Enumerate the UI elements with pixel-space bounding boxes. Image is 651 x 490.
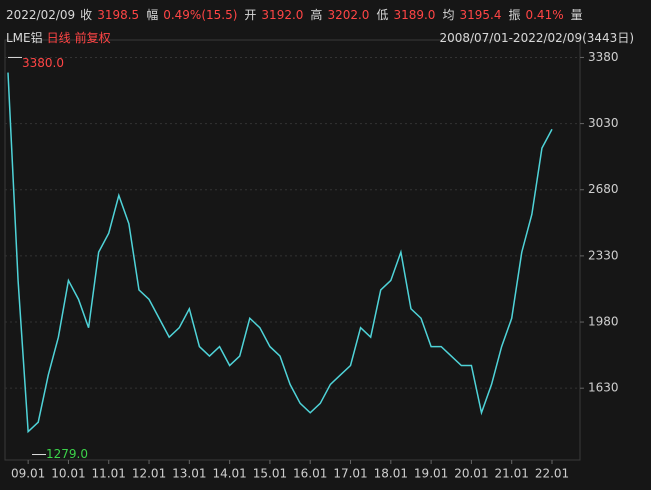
quote-header: 2022/02/09 收 3198.5 幅 0.49%(15.5) 开 3192.0 高 320…	[6, 6, 646, 24]
x-tick-label: 15.01	[253, 467, 287, 481]
x-tick-label: 14.01	[212, 467, 246, 481]
y-tick-label: 2330	[588, 248, 619, 262]
x-tick-label: 13.01	[172, 467, 206, 481]
y-tick-label: 2680	[588, 182, 619, 196]
plot-frame	[4, 39, 581, 461]
field-value: 3195.4	[459, 8, 502, 22]
y-tick-label: 1630	[588, 381, 619, 395]
annotation-label: 3380.0	[22, 56, 64, 70]
y-tick-label: 3030	[588, 116, 619, 130]
x-tick-label: 10.01	[51, 467, 85, 481]
y-tick-label: 1980	[588, 315, 619, 329]
field-value: 0.41%	[525, 8, 564, 22]
x-tick-label: 18.01	[374, 467, 408, 481]
field-label: 振	[508, 8, 521, 22]
x-tick-label: 19.01	[414, 467, 448, 481]
field-label: 幅	[146, 8, 159, 22]
x-tick-label: 22.01	[535, 467, 569, 481]
field-label: 收	[80, 8, 93, 22]
period: 日线	[46, 31, 71, 45]
x-tick-label: 16.01	[293, 467, 327, 481]
adjust: 前复权	[74, 31, 111, 45]
x-tick-label: 17.01	[333, 467, 367, 481]
x-tick-label: 20.01	[454, 467, 488, 481]
annotation-label: 1279.0	[46, 447, 88, 461]
field-label: 量	[570, 8, 583, 22]
price-line	[7, 72, 553, 434]
x-tick-label: 21.01	[495, 467, 529, 481]
field-label: 低	[376, 8, 389, 22]
x-tick-label: 09.01	[11, 467, 45, 481]
x-tick-label: 12.01	[132, 467, 166, 481]
field-value: 3192.0	[261, 8, 304, 22]
symbol: LME铝	[6, 31, 43, 45]
sub-header: LME铝 日线 前复权 2008/07/01-2022/02/09(3443日)	[6, 29, 646, 46]
y-tick-label: 3380	[588, 50, 619, 64]
field-value: 3202.0	[327, 8, 370, 22]
date-range: 2008/07/01-2022/02/09(3443日)	[439, 31, 634, 45]
field-label: 均	[442, 8, 455, 22]
x-tick-label: 11.01	[92, 467, 126, 481]
quote-date: 2022/02/09	[6, 8, 76, 22]
field-value: 3198.5	[97, 8, 140, 22]
field-value: 3189.0	[393, 8, 436, 22]
field-label: 开	[244, 8, 257, 22]
field-label: 高	[310, 8, 323, 22]
field-value: 0.49%(15.5)	[163, 8, 238, 22]
